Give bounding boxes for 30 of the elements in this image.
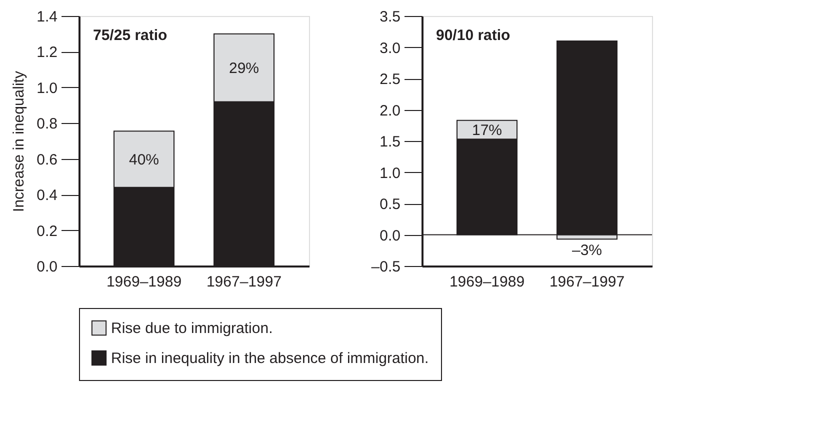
y-tick-label: 0.8: [36, 116, 58, 133]
text: 75/25 ratio: [93, 27, 168, 44]
y-tick-label: 1.0: [380, 164, 400, 182]
y-tick-label: 1.2: [36, 44, 58, 62]
y-tick-label: 3.0: [380, 40, 400, 57]
x-tick-label: 1967–1997: [549, 274, 625, 290]
y-tick-label: 0.2: [36, 222, 58, 240]
x-tick-label: 1969–1989: [449, 274, 525, 290]
y-tick-label: 3.5: [380, 8, 400, 26]
y-tick-label: 0.0: [36, 258, 58, 276]
annotation: 17%: [472, 122, 502, 139]
y-tick-label: 0.0: [380, 227, 400, 244]
y-tick-label: 2.0: [380, 102, 400, 120]
annotation: –3%: [572, 242, 602, 260]
y-axis-title: Increase in inequality: [10, 70, 28, 212]
annotation: 40%: [128, 151, 160, 168]
y-tick-label: –0.5: [371, 258, 400, 276]
annotation: 29%: [228, 60, 260, 77]
legend-label: Rise in inequality in the absence of immigration.: [111, 350, 429, 367]
legend-label: Rise due to immigration.: [111, 320, 273, 337]
y-tick-label: 1.5: [380, 134, 400, 150]
y-tick-label: 0.6: [36, 151, 58, 168]
y-tick-label: 1.0: [36, 80, 58, 97]
y-tick-label: 2.5: [380, 71, 400, 88]
text: 90/10 ratio: [436, 27, 510, 44]
y-tick-label: 0.5: [380, 196, 400, 213]
y-tick-label: 1.4: [36, 8, 58, 26]
x-tick-label: 1969–1989: [106, 274, 182, 290]
y-tick-label: 0.4: [36, 187, 58, 204]
x-tick-label: 1967–1997: [206, 274, 282, 290]
